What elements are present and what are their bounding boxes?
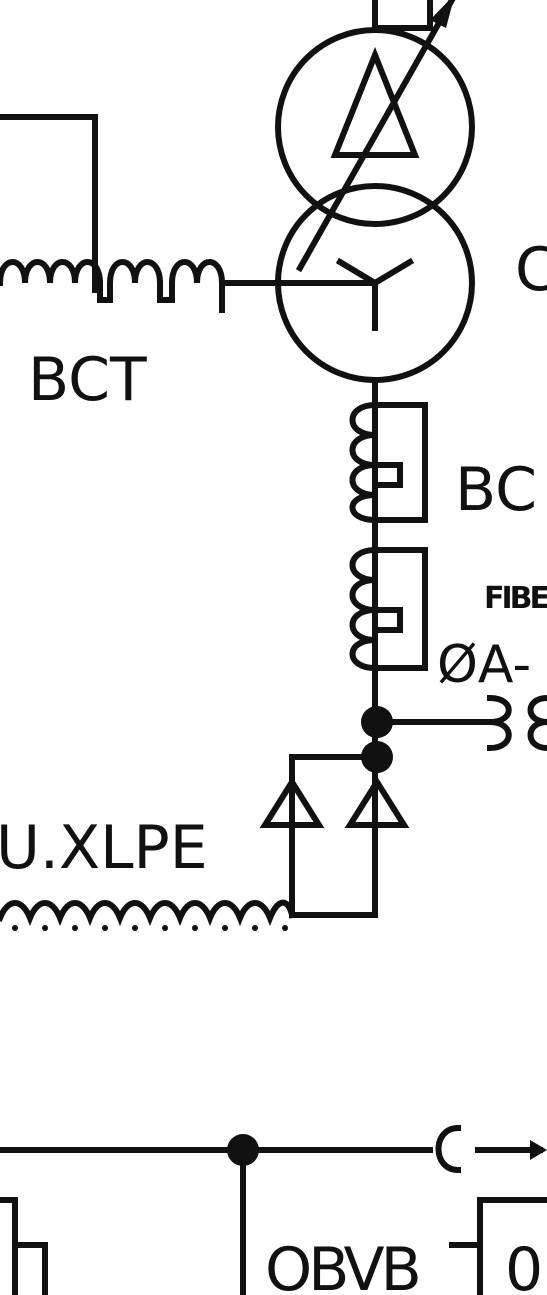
arrester-bus	[289, 754, 380, 918]
lower-left-stub	[0, 1197, 48, 1295]
fiber-label: FIBE	[484, 581, 547, 616]
transformer-top-lead	[372, 0, 433, 31]
edge-letter-top: C	[515, 235, 547, 305]
edge-letter-bottom: 0	[505, 1235, 543, 1295]
bushing-ct-coil-icon	[349, 401, 428, 524]
cable-label: U.XLPE	[0, 813, 208, 883]
transformer-delta-winding-icon	[275, 27, 475, 227]
cable-termination-icon	[486, 694, 547, 752]
bct-left-label: BCT	[28, 345, 147, 415]
surge-arrester-icon	[259, 776, 325, 828]
cable-dots	[12, 925, 288, 931]
phase-label: ØA-	[437, 635, 531, 695]
bushing-ct-coil-icon	[349, 546, 428, 672]
arrow-right-icon	[475, 1140, 547, 1160]
surge-arrester-icon	[344, 776, 410, 828]
bct-horizontal-coil-icon	[0, 259, 378, 313]
xlpe-cable-coil-icon	[0, 899, 296, 927]
tap-changer-arrow-icon	[295, 0, 456, 273]
cable-termination-icon	[435, 1124, 462, 1174]
bct-right-label: BC	[455, 455, 537, 525]
top-feeder-line	[0, 114, 98, 293]
obvb-label: OBVB	[265, 1235, 418, 1295]
obvb-lead	[449, 1197, 547, 1295]
